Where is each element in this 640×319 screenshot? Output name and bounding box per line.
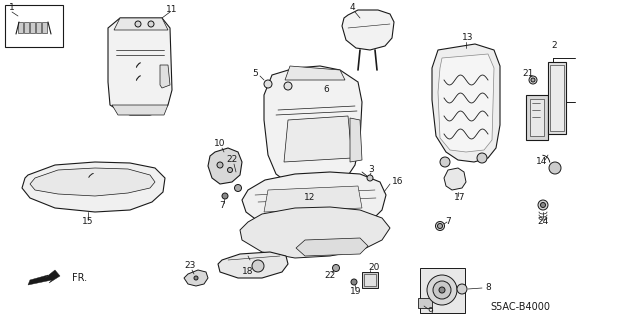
Circle shape [477, 153, 487, 163]
Polygon shape [284, 116, 352, 162]
Circle shape [264, 80, 272, 88]
Circle shape [135, 21, 141, 27]
Bar [420, 268, 465, 313]
Circle shape [549, 162, 561, 174]
Polygon shape [218, 252, 288, 278]
Polygon shape [114, 18, 168, 30]
Polygon shape [22, 162, 165, 212]
Polygon shape [444, 168, 466, 190]
Bar [42, 22, 47, 33]
Bar [418, 298, 432, 308]
Text: 13: 13 [462, 33, 474, 42]
Polygon shape [264, 186, 362, 212]
Bar [550, 65, 564, 131]
Text: 6: 6 [323, 85, 329, 94]
Polygon shape [264, 66, 362, 190]
Text: 9: 9 [427, 308, 433, 316]
Text: 23: 23 [184, 262, 196, 271]
Text: 15: 15 [83, 218, 93, 226]
Polygon shape [108, 18, 172, 115]
Bar [526, 95, 548, 140]
Polygon shape [240, 207, 390, 258]
Circle shape [529, 76, 537, 84]
Polygon shape [342, 10, 394, 50]
Circle shape [541, 203, 545, 207]
Text: 24: 24 [538, 218, 548, 226]
Text: 5: 5 [252, 70, 258, 78]
Circle shape [222, 193, 228, 199]
Text: 22: 22 [227, 155, 237, 165]
Text: 2: 2 [551, 41, 557, 50]
Bar [364, 274, 376, 286]
Text: 17: 17 [454, 194, 466, 203]
Polygon shape [184, 270, 208, 286]
Circle shape [351, 279, 357, 285]
Text: 16: 16 [392, 177, 404, 187]
Text: 12: 12 [304, 194, 316, 203]
Bar [30, 22, 35, 33]
Text: 10: 10 [214, 139, 226, 149]
Text: 22: 22 [324, 271, 335, 280]
Polygon shape [285, 66, 345, 80]
Circle shape [217, 162, 223, 168]
Polygon shape [270, 176, 354, 194]
Text: FR.: FR. [72, 273, 87, 283]
Circle shape [227, 167, 232, 173]
Circle shape [531, 78, 535, 82]
Polygon shape [432, 44, 500, 162]
Polygon shape [28, 270, 60, 285]
Bar [5, 5, 63, 47]
Bar [36, 22, 41, 33]
Circle shape [427, 275, 457, 305]
Bar [18, 22, 23, 33]
Bar [530, 99, 544, 136]
Text: 21: 21 [522, 70, 534, 78]
Polygon shape [350, 118, 362, 162]
Text: 11: 11 [166, 5, 178, 14]
Text: 20: 20 [368, 263, 380, 272]
Text: 7: 7 [219, 202, 225, 211]
Bar [362, 272, 378, 288]
Polygon shape [296, 238, 368, 256]
Polygon shape [160, 65, 170, 88]
Text: 4: 4 [349, 4, 355, 12]
Circle shape [194, 276, 198, 280]
Polygon shape [30, 168, 155, 196]
Text: 3: 3 [368, 166, 374, 174]
Text: 18: 18 [243, 268, 253, 277]
Circle shape [438, 224, 442, 228]
Circle shape [433, 281, 451, 299]
Bar [24, 22, 29, 33]
Text: 19: 19 [350, 287, 362, 296]
Circle shape [435, 221, 445, 231]
Text: 1: 1 [9, 4, 15, 12]
Circle shape [440, 157, 450, 167]
Polygon shape [112, 105, 168, 115]
Circle shape [439, 287, 445, 293]
Circle shape [538, 200, 548, 210]
Circle shape [333, 264, 339, 271]
Polygon shape [242, 172, 386, 234]
Circle shape [252, 260, 264, 272]
Circle shape [148, 21, 154, 27]
Circle shape [234, 184, 241, 191]
Text: 7: 7 [445, 218, 451, 226]
Text: 14: 14 [536, 158, 548, 167]
Circle shape [457, 284, 467, 294]
Polygon shape [438, 54, 494, 152]
Circle shape [284, 82, 292, 90]
Polygon shape [208, 148, 242, 184]
Text: S5AC-B4000: S5AC-B4000 [490, 302, 550, 312]
Bar [548, 62, 566, 134]
Circle shape [367, 175, 373, 181]
Text: 8: 8 [485, 283, 491, 292]
